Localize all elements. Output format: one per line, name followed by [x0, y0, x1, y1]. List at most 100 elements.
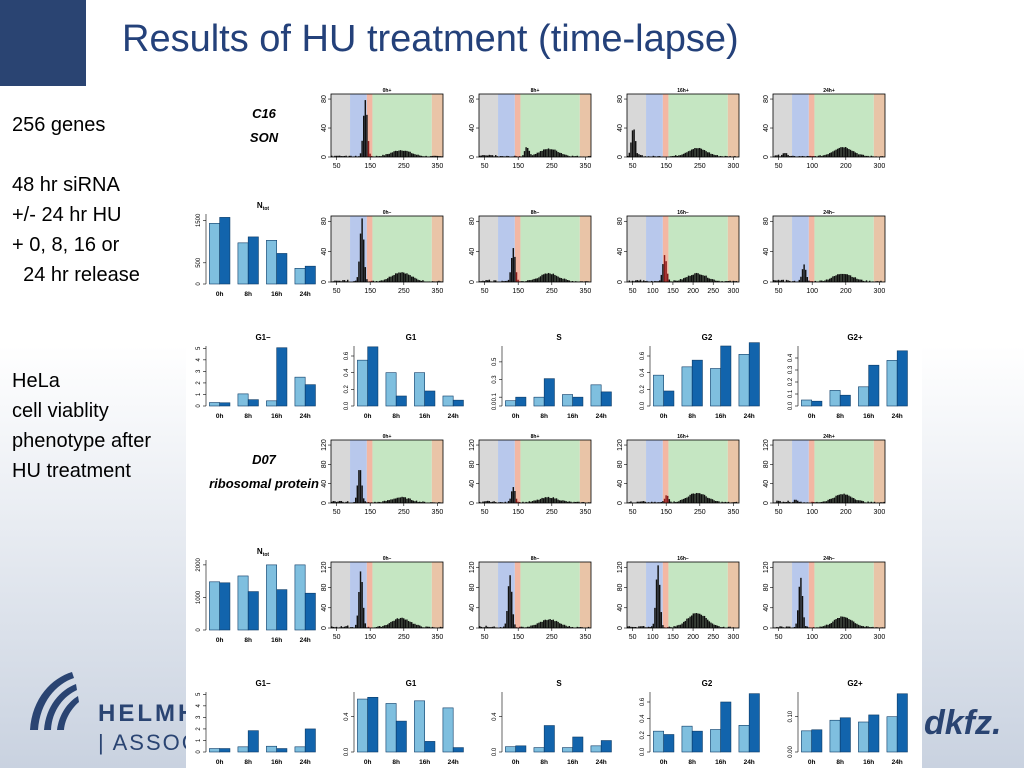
histogram-bar	[420, 155, 423, 157]
histogram-bar	[825, 624, 828, 628]
phase-band	[627, 562, 647, 628]
x-tick-label: 300	[728, 163, 740, 170]
light-bar	[237, 242, 249, 285]
histogram-bar	[350, 155, 352, 157]
dark-bar	[896, 693, 908, 753]
histogram-bar	[403, 497, 405, 503]
histogram-bar	[415, 154, 418, 157]
y-tick-label: 0.4	[344, 712, 350, 721]
bar-chart-title: G1–	[255, 333, 271, 342]
category-label: 0h	[364, 759, 372, 766]
histogram-bar	[404, 497, 407, 503]
histogram-bar	[543, 620, 545, 628]
histogram-bar	[686, 497, 688, 503]
histogram-bar	[859, 625, 861, 628]
category-label: 24h	[744, 413, 755, 420]
y-tick-label: 120	[763, 439, 770, 451]
histogram-bar	[683, 621, 685, 628]
histogram-bar	[379, 156, 381, 157]
histogram-bar	[495, 280, 497, 282]
histogram-bar	[697, 148, 699, 157]
histogram-bar	[479, 626, 481, 628]
histogram-bar	[835, 275, 837, 282]
x-tick-label: 150	[512, 509, 524, 516]
y-tick-label: 0.0	[640, 747, 646, 756]
x-tick-label: 100	[806, 509, 818, 516]
histogram-bar	[539, 151, 542, 157]
histogram-bar	[819, 502, 821, 503]
y-tick-label: 0	[196, 750, 202, 754]
y-tick-label: 80	[321, 217, 328, 225]
histogram-bar	[785, 153, 788, 157]
y-tick-label: 0.0	[344, 401, 350, 410]
plot-frame	[626, 561, 740, 629]
histogram-bar	[857, 279, 860, 282]
histogram-bar	[832, 151, 834, 157]
light-bar	[505, 400, 516, 407]
histogram-bar	[715, 500, 717, 503]
histogram-bar	[880, 156, 882, 157]
bar-chart-title: G2	[702, 679, 713, 688]
histogram-bar	[681, 499, 683, 503]
histogram-bar	[851, 620, 853, 628]
histogram-bar	[409, 151, 411, 157]
histogram-bar	[715, 155, 717, 157]
histogram-bar	[415, 624, 418, 628]
histogram-bar	[393, 620, 395, 628]
histogram-bar	[551, 274, 553, 282]
category-label: 16h	[863, 759, 874, 766]
histogram-bar	[514, 256, 516, 282]
histogram-bar	[487, 280, 489, 282]
histogram-bar	[482, 155, 484, 157]
histogram-bar	[560, 153, 563, 157]
histogram-bar	[789, 156, 791, 157]
light-bar	[237, 746, 249, 753]
histogram-bar	[800, 276, 802, 282]
histogram-bar	[567, 155, 569, 157]
category-label: 16h	[419, 413, 430, 420]
gene-label: C16	[252, 106, 277, 121]
histogram-bar	[797, 500, 799, 503]
histogram-bar	[798, 586, 801, 628]
histogram-bar	[391, 152, 394, 157]
dark-bar	[600, 740, 612, 753]
histogram-bar	[589, 155, 591, 157]
histogram-bar	[726, 156, 728, 157]
histogram-bar	[822, 626, 825, 628]
histogram-bar	[628, 280, 631, 282]
histogram-bar	[531, 155, 534, 157]
histogram-bar	[776, 155, 778, 157]
histogram-bar	[869, 627, 871, 628]
histogram-bar	[499, 502, 502, 503]
light-bar	[237, 393, 249, 407]
y-tick-label: 80	[617, 95, 624, 103]
x-tick-label: 250	[546, 163, 558, 170]
histogram-bar	[544, 273, 547, 282]
histogram-bar	[541, 150, 543, 157]
phase-band	[646, 440, 663, 503]
y-tick-label: 0	[763, 280, 770, 284]
phase-band	[773, 94, 793, 157]
histogram-bar	[774, 155, 777, 157]
histogram-bar	[491, 626, 494, 628]
phase-band	[873, 94, 885, 157]
phase-band	[662, 440, 669, 503]
histogram-bar	[351, 627, 354, 628]
y-tick-label: 0.1	[492, 392, 498, 401]
histogram-bar	[718, 626, 720, 628]
histogram-top-2: 16h+ 50 150 250 350 0 40 80 120	[617, 434, 740, 516]
histogram-bar	[835, 619, 837, 628]
histogram-bar	[849, 619, 852, 628]
phase-band	[579, 94, 591, 157]
histogram-bar	[504, 280, 507, 282]
phase-chart-G2: G2 0.0 0.2 0.4 0.6 0h 8h 16h 24h	[640, 679, 760, 766]
histogram-bar	[387, 278, 389, 282]
histogram-title: 0h+	[383, 88, 392, 94]
histogram-bar	[841, 147, 844, 157]
histogram-title: 16h–	[677, 210, 689, 216]
histogram-bar	[385, 279, 387, 282]
x-tick-label: 200	[840, 288, 852, 295]
phase-band	[372, 440, 432, 503]
histogram-bar	[567, 501, 569, 503]
x-tick-label: 300	[874, 509, 886, 516]
